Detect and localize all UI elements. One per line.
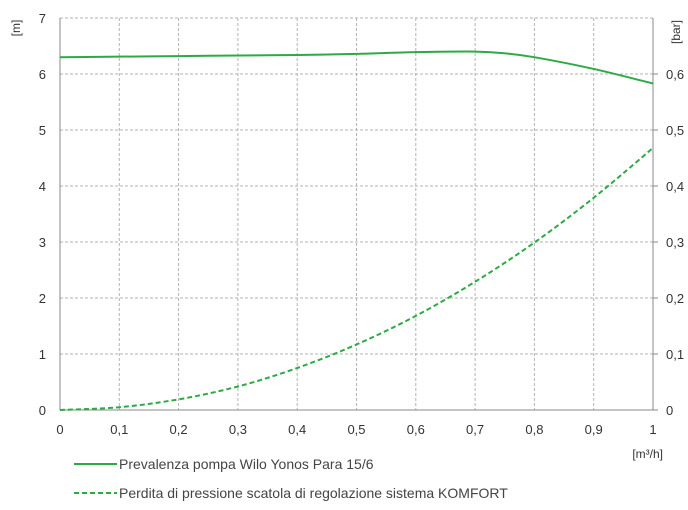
y2-tick-label: 0,4 [666,179,684,194]
x-tick-label: 0,2 [170,422,188,437]
y2-tick-label: 0,1 [666,347,684,362]
series-line-pump-head [59,50,654,85]
legend-label-pump: Prevalenza pompa Wilo Yonos Para 15/6 [119,456,374,472]
x-axis-label: [m³/h] [632,447,663,461]
y-tick-label: 7 [39,11,46,26]
legend-label-pressure-loss: Perdita di pressione scatola di regolazi… [119,485,508,501]
y-tick-label: 3 [39,235,46,250]
y-tick-label: 0 [39,403,46,418]
x-tick-label: 1 [649,422,656,437]
y2-tick-label: 0,3 [666,235,684,250]
grid [60,17,653,410]
x-tick-label: 0,1 [110,422,128,437]
y2-axis-label: [bar] [669,20,683,44]
x-tick-label: 0,6 [407,422,425,437]
legend: Prevalenza pompa Wilo Yonos Para 15/6 Pe… [74,456,508,501]
series-lines [59,50,654,411]
y-axis-label: [m] [9,20,23,37]
x-tick-label: 0,7 [466,422,484,437]
y-tick-label: 4 [39,179,46,194]
y-tick-label: 6 [39,67,46,82]
y-tick-labels: 0 1 2 3 4 5 6 7 [39,11,46,418]
y2-tick-label: 0 [666,403,673,418]
y2-tick-labels: 0 0,1 0,2 0,3 0,4 0,5 0,6 [653,67,684,418]
series-line-pressure-loss [59,147,654,411]
x-tick-label: 0 [56,422,63,437]
x-tick-label: 0,3 [229,422,247,437]
x-tick-labels: 0 0,1 0,2 0,3 0,4 0,5 0,6 0,7 0,8 0,9 1 [56,422,656,437]
x-tick-label: 0,5 [347,422,365,437]
x-tick-label: 0,8 [525,422,543,437]
y2-tick-label: 0,6 [666,67,684,82]
y-tick-label: 2 [39,291,46,306]
x-tick-label: 0,4 [288,422,306,437]
x-tick-label: 0,9 [585,422,603,437]
y2-tick-label: 0,2 [666,291,684,306]
y-tick-label: 1 [39,347,46,362]
y2-tick-label: 0,5 [666,123,684,138]
y-tick-label: 5 [39,123,46,138]
